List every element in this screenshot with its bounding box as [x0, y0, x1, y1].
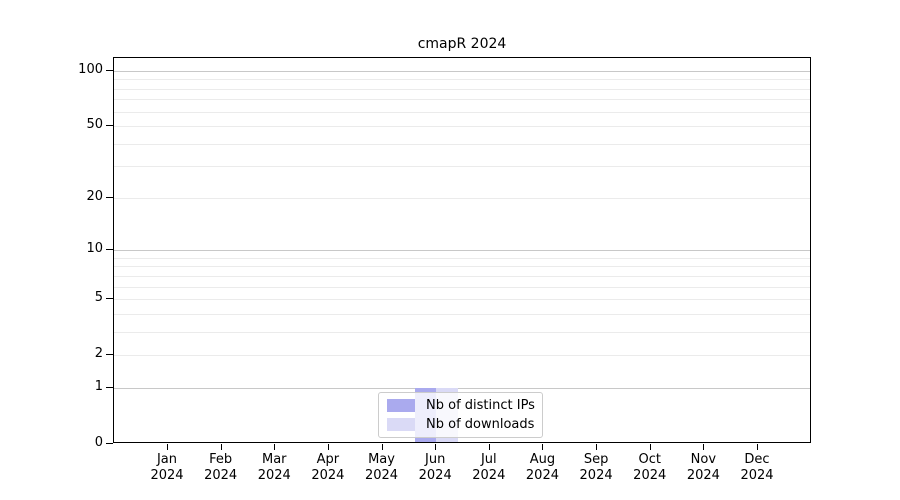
x-tick-label: Jan 2024 — [139, 452, 195, 484]
gridline — [114, 355, 810, 357]
legend-label: Nb of distinct IPs — [426, 398, 535, 414]
x-tick-label: Nov 2024 — [675, 452, 731, 484]
x-tick-year: 2024 — [311, 468, 345, 483]
x-tick-mark — [757, 444, 758, 450]
x-tick-label: Apr 2024 — [300, 452, 356, 484]
x-tick-mark — [435, 444, 437, 450]
x-tick-year: 2024 — [257, 468, 291, 483]
x-tick-month: Mar — [262, 452, 287, 467]
x-tick-year: 2024 — [472, 468, 506, 483]
x-tick-label: Feb 2024 — [193, 452, 249, 484]
plot-area — [113, 57, 811, 443]
x-tick-mark — [167, 444, 168, 450]
y-tick-mark — [106, 70, 113, 71]
x-tick-mark — [327, 444, 329, 450]
y-tick-label: 1 — [94, 378, 103, 394]
gridline — [114, 166, 810, 168]
x-tick-month: May — [368, 452, 395, 467]
x-tick-year: 2024 — [418, 468, 452, 483]
x-tick-label: Aug 2024 — [514, 452, 570, 484]
x-tick-year: 2024 — [740, 468, 774, 483]
gridline — [114, 143, 810, 145]
gridline — [114, 197, 810, 199]
x-tick-label: Mar 2024 — [246, 452, 302, 484]
gridline — [114, 275, 810, 277]
y-tick-label: 20 — [86, 188, 103, 204]
x-tick-year: 2024 — [204, 468, 238, 483]
x-tick-year: 2024 — [364, 468, 399, 483]
gridline — [114, 111, 810, 113]
y-tick-mark — [106, 298, 113, 300]
y-tick-mark — [106, 386, 113, 388]
y-tick-mark — [106, 354, 113, 356]
x-tick-year: 2024 — [525, 468, 559, 483]
gridline — [114, 99, 810, 101]
x-tick-mark — [220, 444, 222, 450]
y-tick-mark — [106, 249, 113, 251]
x-tick-year: 2024 — [686, 468, 720, 483]
x-tick-mark — [381, 444, 383, 450]
gridline — [114, 286, 810, 288]
gridline — [114, 88, 810, 90]
x-tick-mark — [274, 444, 276, 450]
legend-entry: Nb of distinct IPs — [387, 398, 535, 414]
x-tick-year: 2024 — [633, 468, 667, 483]
gridline — [114, 331, 810, 333]
legend-entry: Nb of downloads — [387, 417, 534, 432]
x-tick-mark — [488, 444, 490, 450]
x-tick-label: Jul 2024 — [461, 452, 517, 484]
y-tick-label: 2 — [94, 346, 103, 362]
x-tick-label: Jun 2024 — [407, 452, 463, 484]
chart-title: cmapR 2024 — [417, 36, 507, 52]
x-tick-month: Nov — [690, 452, 717, 467]
x-tick-year: 2024 — [579, 468, 613, 483]
x-tick-mark — [596, 444, 598, 450]
x-tick-month: Apr — [316, 452, 340, 467]
x-tick-label: Sep 2024 — [568, 452, 624, 484]
x-tick-month: Feb — [209, 452, 233, 467]
legend: Nb of distinct IPs Nb of downloads — [378, 392, 543, 438]
gridline — [114, 257, 810, 259]
x-tick-month: Jul — [480, 452, 497, 467]
x-tick-month: Oct — [638, 452, 661, 467]
x-tick-label: May 2024 — [354, 452, 410, 484]
y-tick-label: 50 — [86, 117, 103, 133]
gridline — [114, 71, 810, 72]
y-tick-label: 0 — [94, 435, 103, 450]
y-tick-label: 10 — [86, 241, 103, 257]
y-tick-mark — [106, 196, 113, 198]
gridline — [114, 387, 810, 389]
x-tick-month: Dec — [744, 452, 770, 467]
x-tick-mark — [703, 444, 705, 450]
legend-label: Nb of downloads — [426, 416, 535, 432]
x-tick-month: Jan — [156, 452, 178, 467]
x-tick-month: Aug — [529, 452, 556, 467]
y-tick-mark — [106, 443, 113, 444]
gridline — [114, 313, 810, 315]
x-tick-mark — [649, 444, 651, 450]
y-tick-label: 100 — [78, 62, 103, 77]
gridline — [114, 299, 810, 301]
gridline — [114, 79, 810, 81]
y-tick-label: 5 — [94, 290, 103, 306]
x-tick-month: Jun — [425, 452, 446, 467]
gridline — [114, 126, 810, 128]
gridline — [114, 266, 810, 268]
gridline — [114, 250, 810, 252]
legend-swatch — [387, 399, 415, 413]
x-tick-label: Dec 2024 — [729, 452, 785, 484]
x-tick-month: Sep — [583, 452, 609, 467]
x-tick-year: 2024 — [150, 468, 184, 483]
x-tick-label: Oct 2024 — [622, 452, 678, 484]
y-tick-mark — [106, 125, 113, 127]
x-tick-mark — [542, 444, 544, 450]
legend-swatch — [387, 417, 415, 431]
